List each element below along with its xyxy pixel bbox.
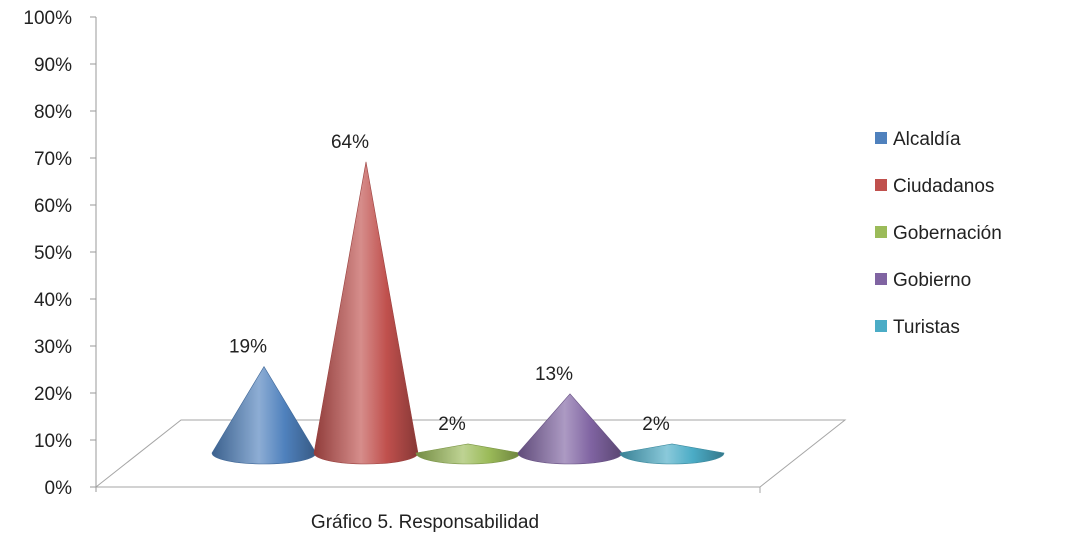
y-tick-label: 50%: [34, 243, 72, 264]
legend-label: Alcaldía: [893, 129, 961, 150]
legend-swatch: [875, 320, 887, 332]
chart-caption: Gráfico 5. Responsabilidad: [311, 512, 539, 533]
data-label: 2%: [438, 414, 466, 435]
legend-item: Gobierno: [875, 270, 971, 291]
cone-body: [517, 393, 623, 465]
legend-item: Alcaldía: [875, 129, 961, 150]
y-tick-label: 100%: [23, 8, 72, 29]
data-label: 19%: [229, 337, 267, 358]
data-label: 2%: [642, 414, 670, 435]
y-tick-label: 10%: [34, 431, 72, 452]
data-label: 13%: [535, 364, 573, 385]
cones: [211, 161, 725, 465]
y-tick-label: 70%: [34, 149, 72, 170]
legend-label: Turistas: [893, 317, 960, 338]
y-tick-label: 0%: [45, 478, 73, 499]
y-axis: 0% 10% 20% 30% 40% 50% 60% 70% 80% 90% 100%: [23, 8, 97, 499]
cone-body: [619, 443, 725, 465]
cone-body: [415, 443, 521, 465]
cone-3: [415, 443, 521, 465]
y-tick-label: 80%: [34, 102, 72, 123]
legend-swatch: [875, 132, 887, 144]
cone-4: [517, 393, 623, 465]
legend-swatch: [875, 226, 887, 238]
legend-label: Ciudadanos: [893, 176, 994, 197]
y-tick-label: 60%: [34, 196, 72, 217]
legend-label: Gobierno: [893, 270, 971, 291]
legend-item: Ciudadanos: [875, 176, 994, 197]
y-tick-label: 40%: [34, 290, 72, 311]
legend: Alcaldía Ciudadanos Gobernación Gobierno Tur…: [875, 129, 1002, 338]
data-labels: 19% 64% 2% 13% 2%: [229, 132, 670, 435]
y-tick-label: 30%: [34, 337, 72, 358]
legend-label: Gobernación: [893, 223, 1002, 244]
legend-item: Turistas: [875, 317, 960, 338]
legend-swatch: [875, 273, 887, 285]
cone-body: [211, 365, 317, 465]
cone-2: [313, 161, 419, 465]
cone-body: [313, 161, 419, 465]
y-tick-label: 90%: [34, 55, 72, 76]
legend-item: Gobernación: [875, 223, 1002, 244]
chart-floor: [94, 419, 847, 493]
cone-1: [211, 365, 317, 465]
y-tick-label: 20%: [34, 384, 72, 405]
legend-swatch: [875, 179, 887, 191]
cone-5: [619, 443, 725, 465]
data-label: 64%: [331, 132, 369, 153]
